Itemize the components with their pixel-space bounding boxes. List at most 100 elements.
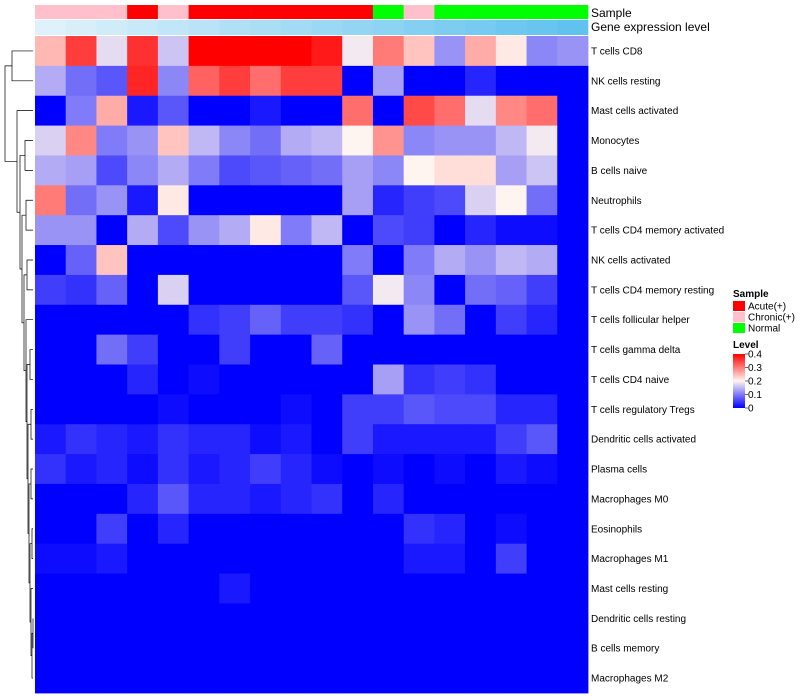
heatmap-cell bbox=[403, 334, 435, 365]
heatmap-cell bbox=[526, 334, 558, 365]
heatmap-cell bbox=[35, 483, 67, 515]
heatmap-cell bbox=[250, 334, 282, 365]
dendrogram-link bbox=[4, 65, 17, 162]
heatmap-cell bbox=[219, 245, 251, 276]
row-label: T cells CD4 naive bbox=[591, 375, 670, 386]
heatmap-cell bbox=[311, 663, 343, 694]
heatmap-cell bbox=[250, 663, 282, 694]
heatmap-cell bbox=[157, 215, 190, 246]
heatmap-cell bbox=[280, 394, 312, 425]
heatmap-cell bbox=[495, 543, 527, 574]
heatmap-cell bbox=[311, 513, 343, 545]
heatmap-cell bbox=[434, 454, 466, 485]
heatmap-cell bbox=[311, 543, 343, 574]
heatmap-cell bbox=[495, 95, 527, 126]
heatmap-cell bbox=[434, 274, 466, 306]
heatmap-cell bbox=[127, 603, 159, 634]
heatmap-cell bbox=[372, 424, 405, 455]
heatmap-cell bbox=[526, 304, 558, 336]
row-label: T cells gamma delta bbox=[591, 345, 681, 356]
heatmap-cell bbox=[403, 424, 435, 455]
heatmap-cell bbox=[65, 334, 97, 365]
heatmap-cell bbox=[96, 125, 128, 156]
heatmap-cell bbox=[434, 36, 466, 67]
heatmap-cell bbox=[434, 245, 466, 276]
heatmap-cell bbox=[157, 274, 190, 306]
heatmap-cell bbox=[465, 633, 497, 664]
heatmap-cell bbox=[250, 125, 282, 156]
heatmap-cell bbox=[403, 65, 435, 97]
heatmap-cell bbox=[65, 155, 97, 186]
heatmap-cell bbox=[372, 663, 405, 694]
heatmap-cell bbox=[342, 215, 374, 246]
heatmap-cell bbox=[403, 513, 435, 545]
heatmap-cell bbox=[311, 95, 343, 126]
heatmap-cell bbox=[219, 543, 251, 574]
heatmap-cell bbox=[526, 424, 558, 455]
heatmap-cell bbox=[495, 245, 527, 276]
gene-expression-cell bbox=[526, 20, 558, 35]
heatmap-cell bbox=[65, 633, 97, 664]
heatmap-cell bbox=[495, 603, 527, 634]
heatmap-cell bbox=[372, 633, 405, 664]
heatmap-cell bbox=[526, 663, 558, 694]
heatmap-cell bbox=[219, 125, 251, 156]
heatmap-cell bbox=[188, 65, 220, 97]
legend-level-ticks: 0.4 0.3 0.2 0.1 0 bbox=[745, 350, 762, 415]
sample-annotation-cell bbox=[465, 5, 497, 19]
heatmap-cell bbox=[65, 245, 97, 276]
heatmap-cell bbox=[434, 543, 466, 574]
heatmap-cell bbox=[65, 483, 97, 515]
heatmap-cell bbox=[557, 304, 589, 336]
heatmap-cell bbox=[434, 95, 466, 126]
heatmap-cell bbox=[403, 245, 435, 276]
heatmap-cell bbox=[250, 454, 282, 485]
heatmap-cell bbox=[280, 304, 312, 336]
heatmap-cell bbox=[372, 274, 405, 306]
heatmap-cell bbox=[342, 483, 374, 515]
heatmap-cell bbox=[96, 36, 128, 67]
heatmap-cell bbox=[280, 603, 312, 634]
heatmap-cell bbox=[342, 364, 374, 395]
heatmap-cell bbox=[434, 633, 466, 664]
row-label: T cells follicular helper bbox=[591, 315, 690, 326]
heatmap-cell bbox=[557, 36, 589, 67]
heatmap-cell bbox=[372, 603, 405, 634]
heatmap-cell bbox=[250, 573, 282, 604]
heatmap-cell bbox=[188, 274, 220, 306]
sample-annotation-label: Sample bbox=[591, 6, 632, 20]
sample-annotation-cell bbox=[157, 5, 189, 19]
row-label: Plasma cells bbox=[591, 465, 647, 476]
gene-expression-cell bbox=[311, 20, 343, 35]
heatmap-cell bbox=[157, 125, 190, 156]
row-label: Mast cells activated bbox=[591, 106, 678, 117]
heatmap-cell bbox=[526, 36, 558, 67]
dendrogram-link bbox=[29, 349, 33, 380]
row-label: Macrophages M0 bbox=[591, 494, 669, 505]
heatmap-cell bbox=[250, 543, 282, 574]
heatmap-cell bbox=[311, 483, 343, 515]
legend-tick-label: 0.2 bbox=[748, 377, 762, 388]
heatmap-cell bbox=[250, 394, 282, 425]
heatmap-cell bbox=[434, 364, 466, 395]
heatmap-cell bbox=[280, 424, 312, 455]
heatmap-cell bbox=[250, 155, 282, 186]
heatmap-cell bbox=[280, 573, 312, 604]
heatmap-cell bbox=[157, 394, 190, 425]
heatmap-cell bbox=[65, 185, 97, 216]
dendrogram-link bbox=[26, 259, 33, 291]
row-label: Neutrophils bbox=[591, 196, 642, 207]
heatmap-cell bbox=[465, 543, 497, 574]
heatmap-cell bbox=[311, 215, 343, 246]
heatmap-cell bbox=[495, 215, 527, 246]
heatmap-cell bbox=[280, 36, 312, 67]
sample-annotation-cell bbox=[250, 5, 282, 19]
heatmap-cell bbox=[372, 215, 405, 246]
heatmap-cell bbox=[127, 663, 159, 694]
heatmap-cell bbox=[526, 245, 558, 276]
legend-tick-label: 0.4 bbox=[748, 350, 762, 361]
sample-annotation-cell bbox=[188, 5, 220, 19]
heatmap-cell bbox=[157, 663, 190, 694]
heatmap-cell bbox=[219, 65, 251, 97]
heatmap-cell bbox=[157, 364, 190, 395]
